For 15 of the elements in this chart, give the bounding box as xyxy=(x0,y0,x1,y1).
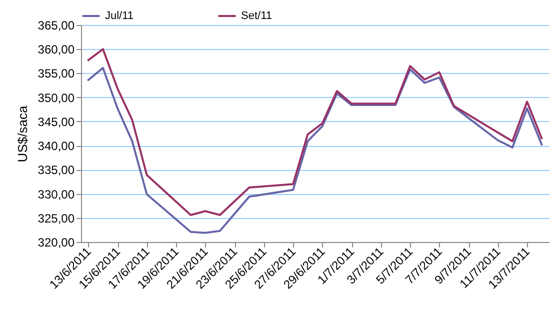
legend-label: Set/11 xyxy=(241,10,272,22)
y-tick-label: 355,00 xyxy=(38,66,75,81)
y-tick-label: 365,00 xyxy=(38,18,75,32)
line-series xyxy=(87,48,543,216)
y-axis-title: US$/saca xyxy=(14,105,30,162)
y-tick-label: 330,00 xyxy=(38,187,75,202)
legend-label: Jul/11 xyxy=(105,10,134,22)
y-tick-label: 340,00 xyxy=(38,139,75,154)
y-tick-label: 320,00 xyxy=(38,236,75,250)
line-series xyxy=(87,66,543,234)
y-tick-label: 360,00 xyxy=(38,42,75,57)
y-tick-label: 350,00 xyxy=(38,90,75,105)
y-tick-label: 335,00 xyxy=(38,163,75,178)
y-tick-label: 325,00 xyxy=(38,211,75,226)
y-tick-label: 345,00 xyxy=(38,114,75,129)
